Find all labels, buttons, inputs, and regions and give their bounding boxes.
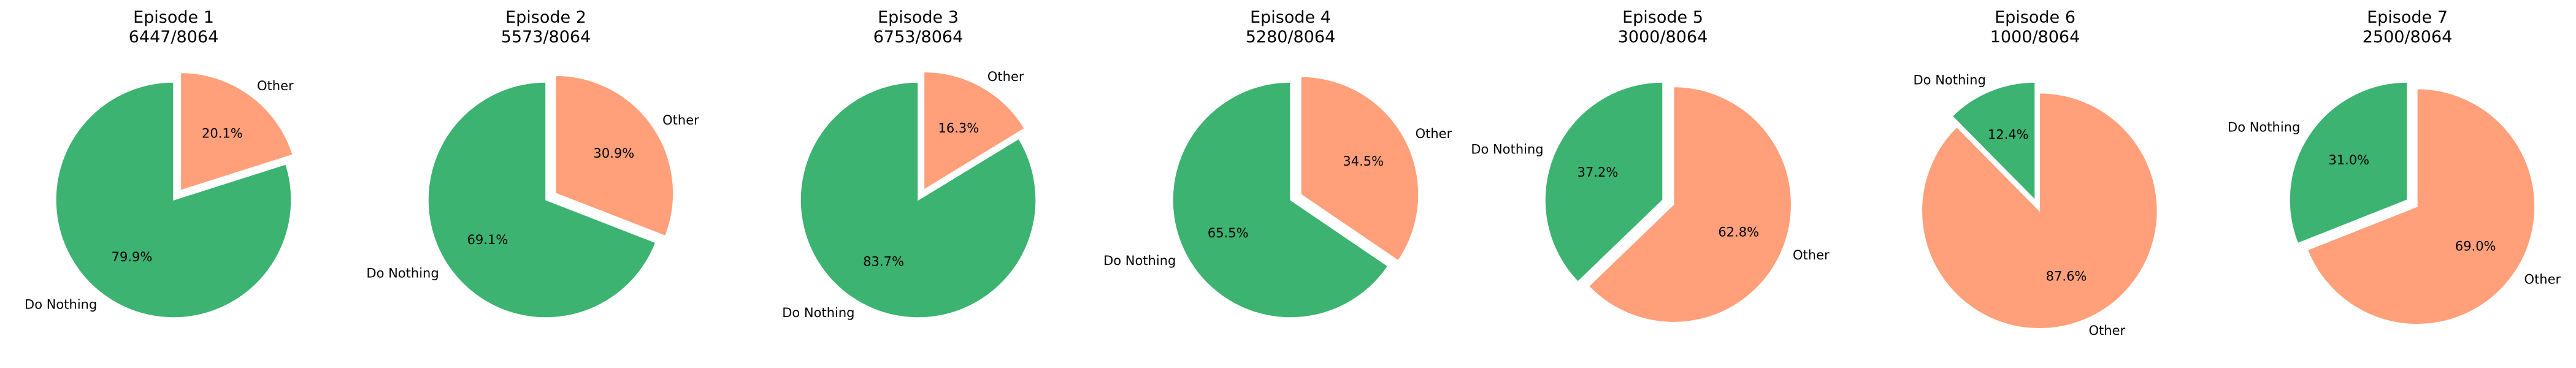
slice-label-do-nothing: Do Nothing — [25, 297, 97, 312]
pie-slice-do-nothing — [800, 82, 1037, 318]
slice-label-do-nothing: Do Nothing — [366, 266, 439, 280]
pct-label-other: 69.0% — [2455, 239, 2496, 254]
pie-slice-other — [1921, 93, 2158, 329]
pct-label-do-nothing: 65.5% — [1208, 226, 1249, 240]
chart-subtitle: 5573/8064 — [501, 28, 591, 47]
chart-subtitle: 6753/8064 — [873, 28, 964, 47]
pie-slice-do-nothing — [2289, 82, 2408, 244]
pie-slice-do-nothing — [1952, 82, 2036, 201]
pct-label-do-nothing: 31.0% — [2328, 153, 2369, 167]
pct-label-do-nothing: 79.9% — [112, 250, 153, 264]
pie-slice-other — [1588, 86, 1792, 323]
pct-label-other: 62.8% — [1718, 225, 1759, 240]
slice-label-other: Other — [1416, 126, 1452, 141]
chart-subtitle: 3000/8064 — [1618, 28, 1708, 47]
pct-label-other: 87.6% — [2046, 269, 2087, 283]
chart-title: Episode 2 — [505, 8, 586, 27]
chart-title: Episode 6 — [1995, 8, 2076, 27]
chart-title: Episode 3 — [878, 8, 959, 27]
pct-label-do-nothing: 37.2% — [1577, 165, 1619, 180]
pie-slice-do-nothing — [427, 82, 656, 318]
slice-label-other: Other — [987, 69, 1024, 84]
pct-label-other: 30.9% — [594, 146, 635, 161]
slice-label-other: Other — [257, 79, 294, 93]
pie-slice-other — [555, 75, 674, 237]
chart-subtitle: 6447/8064 — [129, 28, 219, 47]
chart-title: Episode 7 — [2367, 8, 2448, 27]
pie-slice-other — [2307, 88, 2536, 325]
slice-label-other: Other — [2524, 272, 2561, 287]
pct-label-do-nothing: 69.1% — [467, 232, 508, 247]
chart-title: Episode 4 — [1250, 8, 1331, 27]
chart-subtitle: 1000/8064 — [1990, 28, 2080, 47]
slice-label-other: Other — [662, 113, 699, 128]
slice-label-do-nothing: Do Nothing — [782, 305, 854, 320]
chart-subtitle: 2500/8064 — [2363, 28, 2453, 47]
slice-label-other: Other — [1793, 248, 1830, 263]
slice-label-do-nothing: Do Nothing — [1103, 253, 1176, 268]
pie-slice-do-nothing — [55, 82, 292, 318]
pct-label-other: 20.1% — [202, 126, 243, 141]
pct-label-do-nothing: 83.7% — [863, 254, 904, 269]
pct-label-do-nothing: 12.4% — [1988, 127, 2029, 142]
slice-label-do-nothing: Do Nothing — [1914, 73, 1986, 88]
pie-slice-do-nothing — [1172, 82, 1389, 318]
slice-label-do-nothing: Do Nothing — [2228, 120, 2300, 134]
slice-label-other: Other — [2089, 323, 2126, 338]
chart-title: Episode 5 — [1622, 8, 1703, 27]
slice-label-do-nothing: Do Nothing — [1471, 142, 1543, 156]
pct-label-other: 16.3% — [938, 121, 979, 136]
pie-slice-do-nothing — [1544, 82, 1663, 283]
pie-slice-other — [1300, 76, 1419, 261]
chart-subtitle: 5280/8064 — [1246, 28, 1336, 47]
pie-slice-other — [180, 72, 294, 191]
chart-title: Episode 1 — [133, 8, 214, 27]
pie-slice-other — [923, 71, 1025, 191]
pct-label-other: 34.5% — [1343, 154, 1384, 169]
